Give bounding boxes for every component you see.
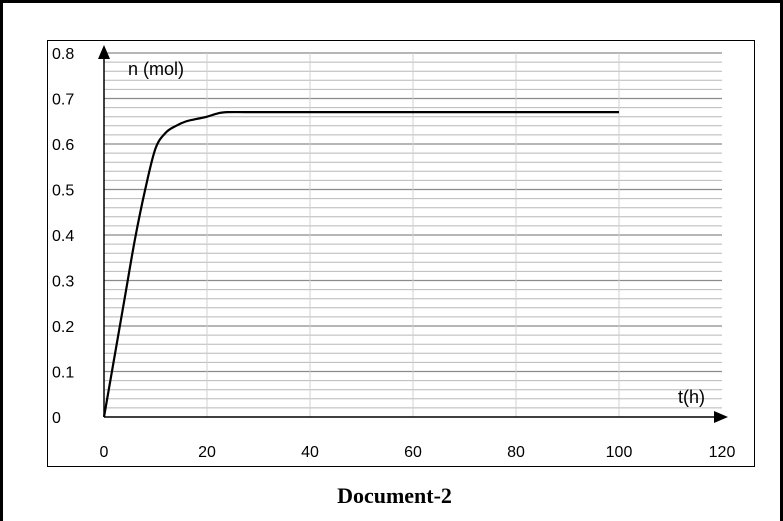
y-axis-arrowhead	[98, 45, 110, 59]
x-tick-label: 0	[100, 444, 109, 461]
y-tick-label: 0.2	[52, 319, 74, 336]
chart-area: 0 0.1 0.2 0.3 0.4 0.5 0.6 0.7 0.8 0 20 40 60 80 100 12…	[47, 40, 755, 467]
x-tick-label: 80	[507, 444, 525, 461]
y-axis-label: n (mol)	[128, 59, 184, 79]
axes	[98, 45, 728, 423]
x-axis-label: t(h)	[678, 387, 705, 407]
reaction-progress-chart: 0 0.1 0.2 0.3 0.4 0.5 0.6 0.7 0.8 0 20 40 60 80 100 12…	[52, 45, 736, 461]
x-axis-arrowhead	[714, 411, 728, 423]
y-tick-label: 0	[52, 410, 61, 427]
x-tick-label: 40	[301, 444, 319, 461]
y-tick-label: 0.7	[52, 92, 74, 109]
y-tick-label: 0.1	[52, 365, 74, 382]
y-tick-label: 0.5	[52, 183, 74, 200]
y-tick-label: 0.3	[52, 274, 74, 291]
document-caption: Document-2	[337, 483, 452, 508]
series-line	[102, 110, 619, 418]
x-tick-labels: 0 20 40 60 80 100 120	[100, 444, 736, 461]
y-tick-label: 0.8	[52, 46, 74, 63]
y-tick-label: 0.6	[52, 137, 74, 154]
major-grid	[104, 52, 722, 417]
x-tick-label: 120	[709, 444, 736, 461]
x-tick-label: 100	[606, 444, 633, 461]
x-tick-label: 20	[198, 444, 216, 461]
y-tick-labels: 0 0.1 0.2 0.3 0.4 0.5 0.6 0.7 0.8	[52, 46, 74, 427]
y-tick-label: 0.4	[52, 228, 74, 245]
x-tick-label: 60	[404, 444, 422, 461]
